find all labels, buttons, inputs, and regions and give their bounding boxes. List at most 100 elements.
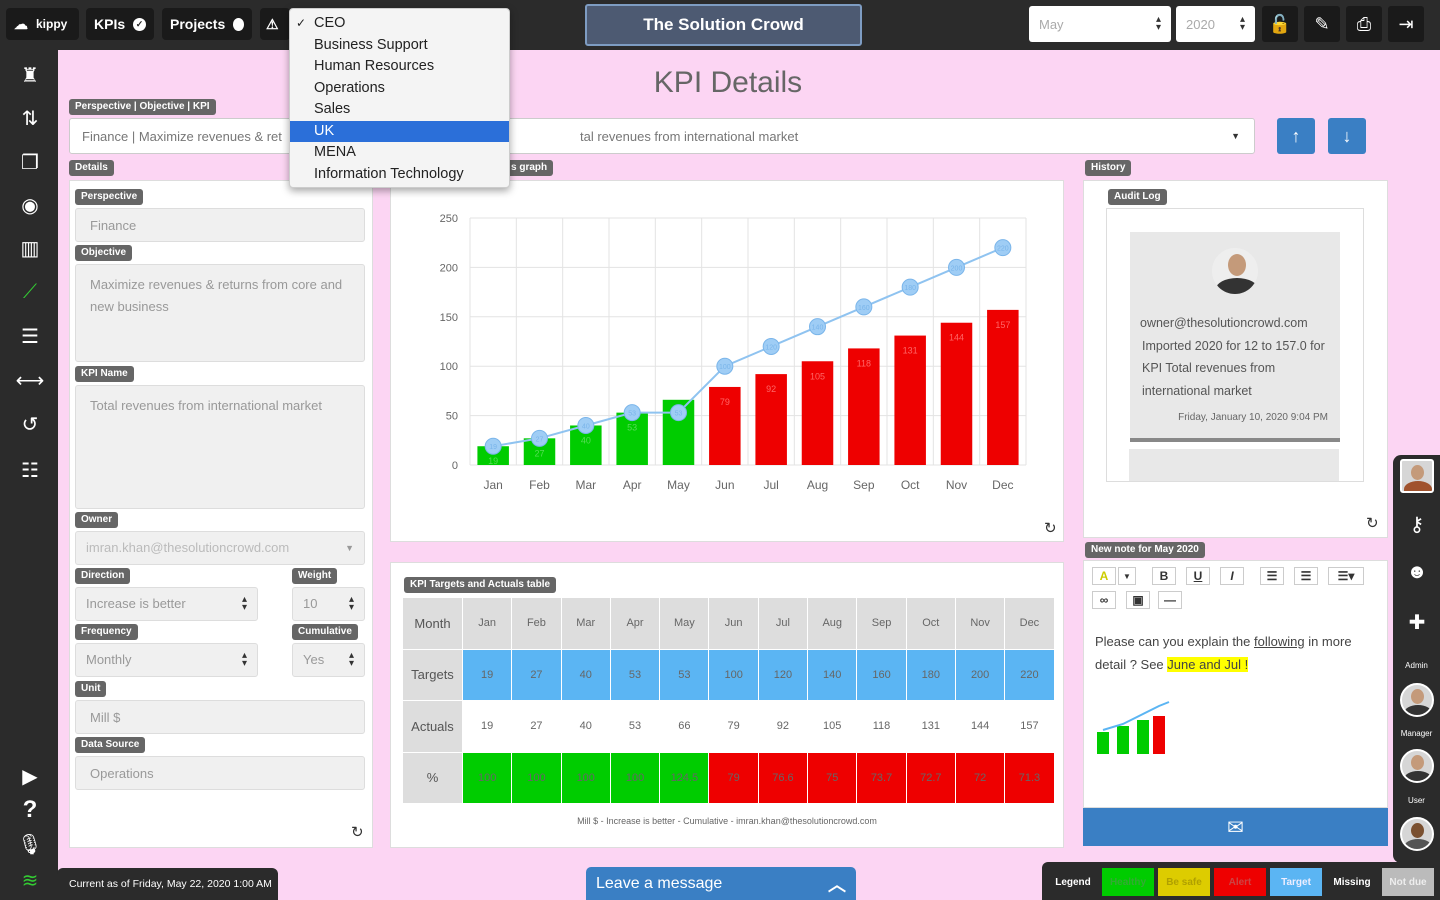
user-role-avatar[interactable] bbox=[1400, 817, 1434, 851]
logo-button[interactable]: ☁ kippy bbox=[6, 8, 79, 40]
actual-cell[interactable]: 79 bbox=[708, 700, 759, 753]
user-avatar[interactable] bbox=[1400, 459, 1434, 493]
kpi-selector-value-left: Finance | Maximize revenues & ret bbox=[82, 128, 282, 144]
actual-cell[interactable]: 27 bbox=[511, 700, 562, 753]
kpis-menu[interactable]: KPIs ✓ bbox=[86, 8, 154, 40]
target-cell[interactable]: 160 bbox=[856, 648, 907, 701]
direction-label: Direction bbox=[75, 568, 131, 584]
send-note-button[interactable]: ✉ bbox=[1083, 808, 1388, 846]
org-dropdown-item[interactable]: Sales bbox=[290, 99, 509, 121]
actual-cell[interactable]: 92 bbox=[757, 700, 809, 753]
target-icon[interactable]: ◉ bbox=[21, 194, 39, 217]
month-select[interactable]: May ▴ ▾ bbox=[1029, 6, 1171, 42]
target-cell[interactable]: 40 bbox=[560, 648, 611, 701]
target-cell[interactable]: 200 bbox=[954, 648, 1006, 701]
next-kpi-button[interactable]: ↓ bbox=[1328, 118, 1366, 154]
add-user-icon[interactable]: ✚ bbox=[1408, 611, 1426, 634]
cumulative-select[interactable]: Yes ▴ ▾ bbox=[292, 643, 365, 677]
thumb-bar bbox=[1137, 720, 1149, 754]
link-icon[interactable]: ∞ bbox=[1092, 591, 1116, 609]
target-cell[interactable]: 27 bbox=[511, 648, 562, 701]
owner-select[interactable]: imran.khan@thesolutioncrowd.com ▼ bbox=[75, 531, 365, 565]
reload-icon[interactable]: ↻ bbox=[1044, 520, 1057, 537]
org-chart-menu[interactable]: ⚠ bbox=[260, 8, 290, 40]
font-color-dropdown-icon[interactable]: ▼ bbox=[1118, 567, 1136, 585]
target-cell[interactable]: 100 bbox=[708, 648, 759, 701]
org-dropdown-item[interactable]: Human Resources bbox=[290, 56, 509, 78]
kpi-selector[interactable]: Finance | Maximize revenues & ret tal re… bbox=[69, 118, 1255, 154]
unit-field[interactable]: Mill $ bbox=[75, 700, 365, 734]
org-dropdown-item[interactable]: Information Technology bbox=[290, 164, 509, 186]
year-select[interactable]: 2020 ▴ ▾ bbox=[1176, 6, 1255, 42]
actual-cell[interactable]: 157 bbox=[1004, 700, 1055, 753]
org-dropdown-item[interactable]: UK bbox=[290, 120, 509, 142]
objective-field[interactable]: Maximize revenues & returns from core an… bbox=[75, 264, 365, 362]
frequency-select[interactable]: Monthly ▴ ▾ bbox=[75, 643, 258, 677]
manager-avatar[interactable] bbox=[1400, 749, 1434, 783]
projects-menu[interactable]: Projects bbox=[162, 8, 252, 40]
actual-cell[interactable]: 66 bbox=[659, 700, 710, 753]
actual-cell[interactable]: 19 bbox=[461, 700, 513, 753]
bold-icon[interactable]: B bbox=[1152, 567, 1176, 585]
align-icon[interactable]: ☰▾ bbox=[1328, 567, 1364, 585]
trophy-icon[interactable]: ♜ bbox=[21, 64, 39, 87]
logout-icon[interactable]: ⇥ bbox=[1388, 6, 1424, 42]
org-dropdown-item[interactable]: MENA bbox=[290, 142, 509, 164]
org-dropdown: ✓ CEO Business Support Human Resources Opera… bbox=[289, 8, 510, 188]
sort-icon[interactable]: ⇅ bbox=[21, 107, 39, 130]
font-color-icon[interactable]: A bbox=[1092, 567, 1116, 585]
users-icon[interactable]: ☻ bbox=[1406, 560, 1428, 583]
underline-icon[interactable]: U bbox=[1186, 567, 1210, 585]
target-cell[interactable]: 120 bbox=[757, 648, 809, 701]
weight-select[interactable]: 10 ▴ ▾ bbox=[292, 587, 365, 621]
target-cell[interactable]: 53 bbox=[609, 648, 661, 701]
leave-message-button[interactable]: Leave a message ︿ bbox=[586, 867, 856, 900]
previous-kpi-button[interactable]: ↑ bbox=[1277, 118, 1315, 154]
horizontal-rule-icon[interactable]: — bbox=[1158, 591, 1182, 609]
table-icon[interactable]: ☰ bbox=[21, 325, 39, 348]
admin-avatar[interactable] bbox=[1400, 683, 1434, 717]
unlock-icon[interactable]: 🔓 bbox=[1262, 6, 1298, 42]
sliders-icon[interactable]: ☷ bbox=[21, 459, 39, 482]
org-dropdown-item[interactable]: ✓ CEO bbox=[290, 13, 509, 35]
target-cell[interactable]: 53 bbox=[659, 648, 710, 701]
exchange-icon[interactable]: ⟷ bbox=[15, 369, 45, 392]
brush-icon[interactable]: ✎ bbox=[1304, 6, 1340, 42]
direction-select[interactable]: Increase is better ▴ ▾ bbox=[75, 587, 258, 621]
target-cell[interactable]: 220 bbox=[1004, 648, 1055, 701]
help-icon[interactable]: ? bbox=[22, 796, 38, 823]
target-cell[interactable]: 140 bbox=[807, 648, 858, 701]
actual-cell[interactable]: 40 bbox=[560, 700, 611, 753]
bar-chart-icon[interactable]: ▥ bbox=[20, 237, 40, 260]
app-title-button[interactable]: The Solution Crowd bbox=[585, 4, 862, 46]
ordered-list-icon[interactable]: ☰ bbox=[1294, 567, 1318, 585]
actual-cell[interactable]: 118 bbox=[856, 700, 907, 753]
reload-icon[interactable]: ↻ bbox=[351, 824, 364, 841]
key-icon[interactable]: ⚷ bbox=[1409, 513, 1425, 536]
target-cell[interactable]: 19 bbox=[461, 648, 513, 701]
italic-icon[interactable]: I bbox=[1220, 567, 1244, 585]
actual-cell[interactable]: 53 bbox=[609, 700, 661, 753]
actual-cell[interactable]: 105 bbox=[807, 700, 858, 753]
print-icon[interactable]: ⎙ bbox=[1346, 6, 1382, 42]
actual-cell[interactable]: 144 bbox=[954, 700, 1006, 753]
line-chart-icon[interactable]: ⟋ bbox=[23, 280, 37, 303]
actual-cell[interactable]: 131 bbox=[905, 700, 956, 753]
image-icon[interactable]: ▣ bbox=[1126, 591, 1150, 609]
data-source-field[interactable]: Operations bbox=[75, 756, 365, 790]
perspective-field[interactable]: Finance bbox=[75, 208, 365, 242]
org-dropdown-item[interactable]: Business Support bbox=[290, 35, 509, 57]
org-dropdown-item[interactable]: Operations bbox=[290, 78, 509, 100]
x-tick-label: Mar bbox=[575, 478, 596, 492]
note-link[interactable]: following bbox=[1254, 634, 1305, 649]
unordered-list-icon[interactable]: ☰ bbox=[1260, 567, 1284, 585]
kpis-label: KPIs bbox=[94, 16, 126, 32]
copy-icon[interactable]: ❐ bbox=[21, 151, 39, 174]
kpi-name-field[interactable]: Total revenues from international market bbox=[75, 385, 365, 509]
microphone-icon[interactable]: 🎙 bbox=[17, 833, 43, 856]
history-icon[interactable]: ↺ bbox=[21, 413, 39, 436]
note-editor[interactable]: Please can you explain the following in … bbox=[1095, 630, 1375, 676]
video-icon[interactable]: ▶ bbox=[22, 765, 38, 788]
reload-icon[interactable]: ↻ bbox=[1366, 515, 1379, 532]
target-cell[interactable]: 180 bbox=[905, 648, 956, 701]
